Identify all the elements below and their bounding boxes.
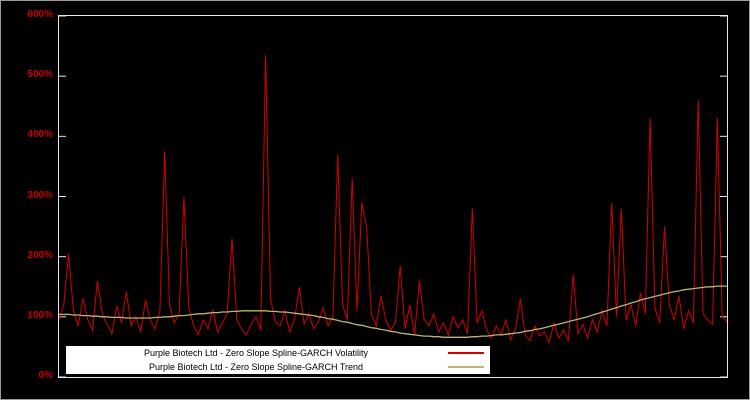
y-tick-label: 100%	[27, 309, 53, 321]
y-tick-label: 600%	[27, 9, 53, 20]
plot-svg	[59, 16, 727, 377]
legend: Purple Biotech Ltd - Zero Slope Spline-G…	[66, 346, 490, 374]
series-line-trend	[59, 285, 727, 338]
y-tick-label: 200%	[27, 249, 53, 261]
y-tick-label: 0%	[38, 370, 53, 381]
legend-label-volatility: Purple Biotech Ltd - Zero Slope Spline-G…	[143, 348, 369, 358]
trend-line-sample	[448, 366, 484, 368]
y-axis-labels: 0% 100% 200% 300% 400% 500% 600%	[1, 1, 53, 399]
series-line-volatility	[59, 55, 727, 344]
legend-row-trend: Purple Biotech Ltd - Zero Slope Spline-G…	[66, 360, 490, 374]
y-tick-label: 400%	[27, 129, 53, 141]
y-tick-label: 500%	[27, 69, 53, 81]
y-tick-label: 300%	[27, 189, 53, 201]
plot-area	[58, 15, 728, 378]
legend-row-volatility: Purple Biotech Ltd - Zero Slope Spline-G…	[66, 346, 490, 360]
legend-label-trend: Purple Biotech Ltd - Zero Slope Spline-G…	[148, 362, 364, 372]
volatility-line-sample	[448, 352, 484, 354]
